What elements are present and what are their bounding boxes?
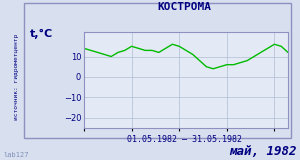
Text: t,°C: t,°C	[30, 29, 53, 39]
Text: КОСТРОМА: КОСТРОМА	[158, 2, 211, 12]
Text: lab127: lab127	[3, 152, 29, 158]
Text: 01.05.1982 – 31.05.1982: 01.05.1982 – 31.05.1982	[127, 135, 242, 144]
Text: источник: гидрометцентр: источник: гидрометцентр	[14, 34, 19, 120]
Text: май, 1982: май, 1982	[230, 145, 297, 158]
